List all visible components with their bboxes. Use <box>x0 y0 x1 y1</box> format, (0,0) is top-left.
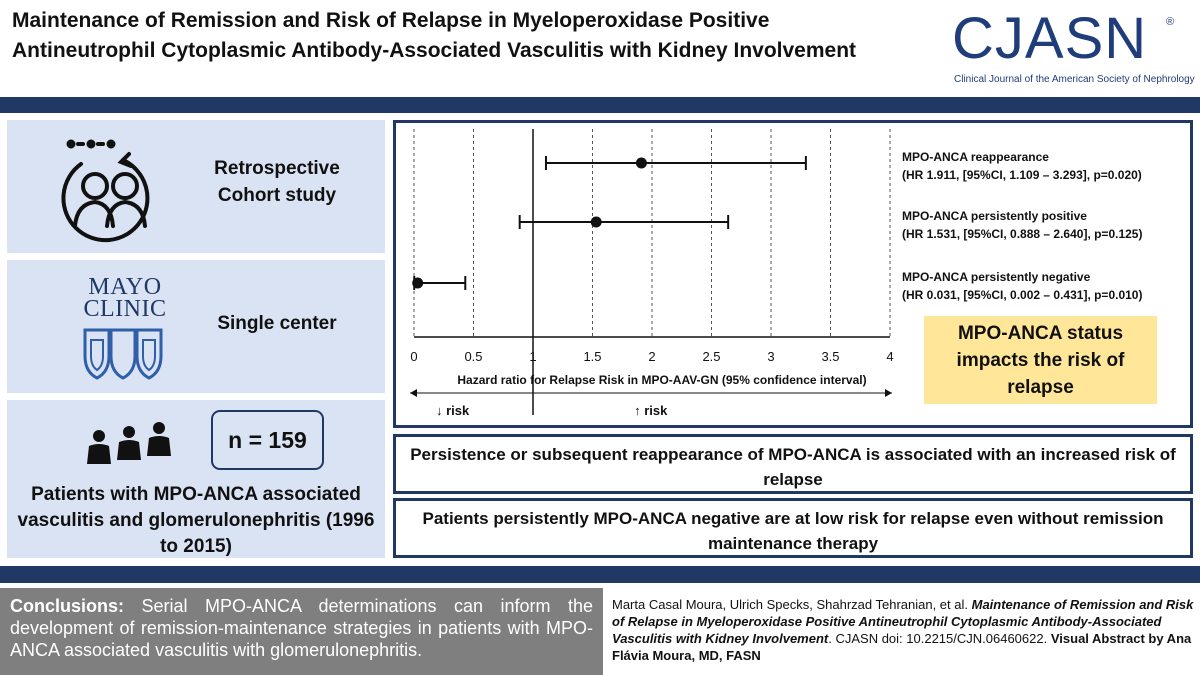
hr-point-2 <box>412 277 424 289</box>
x-tick-label-5: 2.5 <box>702 349 720 364</box>
mayo-shields-icon <box>83 328 163 380</box>
x-axis-label: Hazard ratio for Relapse Risk in MPO-AAV… <box>457 373 866 387</box>
citation-article-title: Maintenance of Remission and Risk of Rel… <box>612 597 1194 646</box>
finding-statement-1: Persistence or subsequent reappearance o… <box>393 434 1193 494</box>
series-detail-1: (HR 1.531, [95%CI, 0.888 – 2.640], p=0.1… <box>902 227 1142 241</box>
conclusions-text: Serial MPO-ANCA determinations can infor… <box>10 596 593 660</box>
study-type-panel: Retrospective Cohort study <box>7 120 385 253</box>
x-tick-label-7: 3.5 <box>821 349 839 364</box>
direction-arrow-left <box>410 389 417 397</box>
direction-arrow-right <box>885 389 892 397</box>
cjasn-logo-text: CJASN <box>952 6 1148 71</box>
series-name-1: MPO-ANCA persistently positive <box>902 209 1087 223</box>
x-tick-label-1: 0.5 <box>464 349 482 364</box>
citation-credit: Visual Abstract by Ana Flávia Moura, MD,… <box>612 631 1192 663</box>
population-panel: n = 159 Patients with MPO-ANCA associate… <box>7 400 385 558</box>
series-detail-2: (HR 0.031, [95%CI, 0.002 – 0.431], p=0.0… <box>902 288 1142 302</box>
higher-risk-label: ↑ risk <box>634 403 668 418</box>
x-tick-label-0: 0 <box>410 349 417 364</box>
mayo-clinic-logo: MAYO CLINIC <box>75 274 175 322</box>
series-name-2: MPO-ANCA persistently negative <box>902 270 1091 284</box>
finding-statement-2: Patients persistently MPO-ANCA negative … <box>393 498 1193 558</box>
center-panel: MAYO CLINIC Single center <box>7 260 385 393</box>
header-divider-band <box>0 97 1200 113</box>
conclusions-label: Conclusions: <box>10 596 125 616</box>
hr-point-1 <box>590 216 602 228</box>
x-tick-label-3: 1.5 <box>583 349 601 364</box>
key-result-box: MPO-ANCA status impacts the risk of rela… <box>924 316 1157 404</box>
cohort-group-icon <box>61 139 150 243</box>
citation-doi: . CJASN doi: 10.2215/CJN.06460622. <box>828 631 1051 646</box>
series-detail-0: (HR 1.911, [95%CI, 1.109 – 3.293], p=0.0… <box>902 168 1142 182</box>
lower-risk-label: ↓ risk <box>436 403 470 418</box>
mayo-logo-line2: CLINIC <box>83 296 167 322</box>
registered-mark: ® <box>1166 16 1175 28</box>
page-title: Maintenance of Remission and Risk of Rel… <box>12 9 857 62</box>
citation: Marta Casal Moura, Ulrich Specks, Shahrz… <box>612 596 1194 664</box>
single-center-label: Single center <box>217 313 337 334</box>
population-label: Patients with MPO-ANCA associated vascul… <box>17 484 375 557</box>
mayo-logo-line1: MAYO <box>88 274 162 300</box>
conclusions-box: Conclusions: Serial MPO-ANCA determinati… <box>0 588 603 675</box>
x-tick-label-2: 1 <box>529 349 536 364</box>
footer-divider-band <box>0 566 1200 583</box>
cjasn-logo-subtitle: Clinical Journal of the American Society… <box>954 74 1195 85</box>
x-tick-label-6: 3 <box>767 349 774 364</box>
sample-size-box: n = 159 <box>211 410 324 470</box>
citation-authors: Marta Casal Moura, Ulrich Specks, Shahrz… <box>612 597 972 612</box>
x-tick-label-4: 2 <box>648 349 655 364</box>
series-name-0: MPO-ANCA reappearance <box>902 150 1049 164</box>
patients-group-icon <box>87 422 171 464</box>
hr-point-0 <box>635 157 647 169</box>
x-tick-label-8: 4 <box>886 349 893 364</box>
study-type-label: Retrospective Cohort study <box>214 158 340 206</box>
forest-plot: 0 0.5 1 1.5 2 2.5 3 3.5 4 Hazard ratio for Relaps… <box>410 129 1142 418</box>
cjasn-logo: CJASN ® Clinical Journal of the American… <box>950 6 1195 95</box>
